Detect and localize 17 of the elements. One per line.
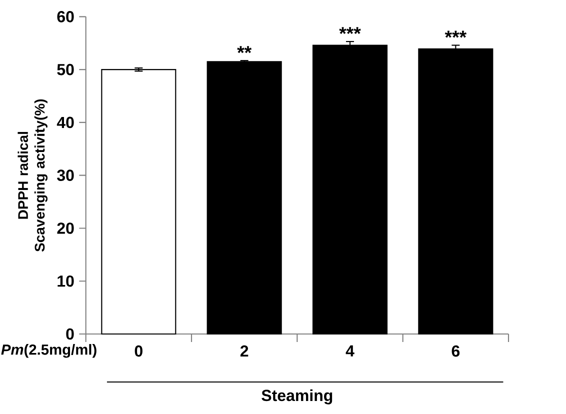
y-tick-label: 40 xyxy=(56,116,74,128)
annotation: *** xyxy=(444,30,467,38)
annotation: ** xyxy=(237,46,252,54)
y-tick-label: 50 xyxy=(57,64,74,76)
y-tick-label: 30 xyxy=(57,170,74,182)
x-axis-title: Pm(2.5mg/ml) xyxy=(1,344,96,358)
y-tick-label: 10 xyxy=(58,275,74,287)
annotation: *** xyxy=(339,27,361,34)
x-tick-label: 6 xyxy=(452,345,460,357)
y-tick-label: 20 xyxy=(57,222,74,234)
y-tick-label: 0 xyxy=(66,328,74,340)
x-tick-label: 0 xyxy=(134,345,142,357)
text: Steaming xyxy=(262,389,332,404)
x-tick-label: 2 xyxy=(240,345,248,357)
x-tick-label: 4 xyxy=(346,345,354,356)
y-axis-title: DPPH radical Scavenging activity(%) xyxy=(18,99,48,252)
y-tick-label: 60 xyxy=(57,11,74,22)
